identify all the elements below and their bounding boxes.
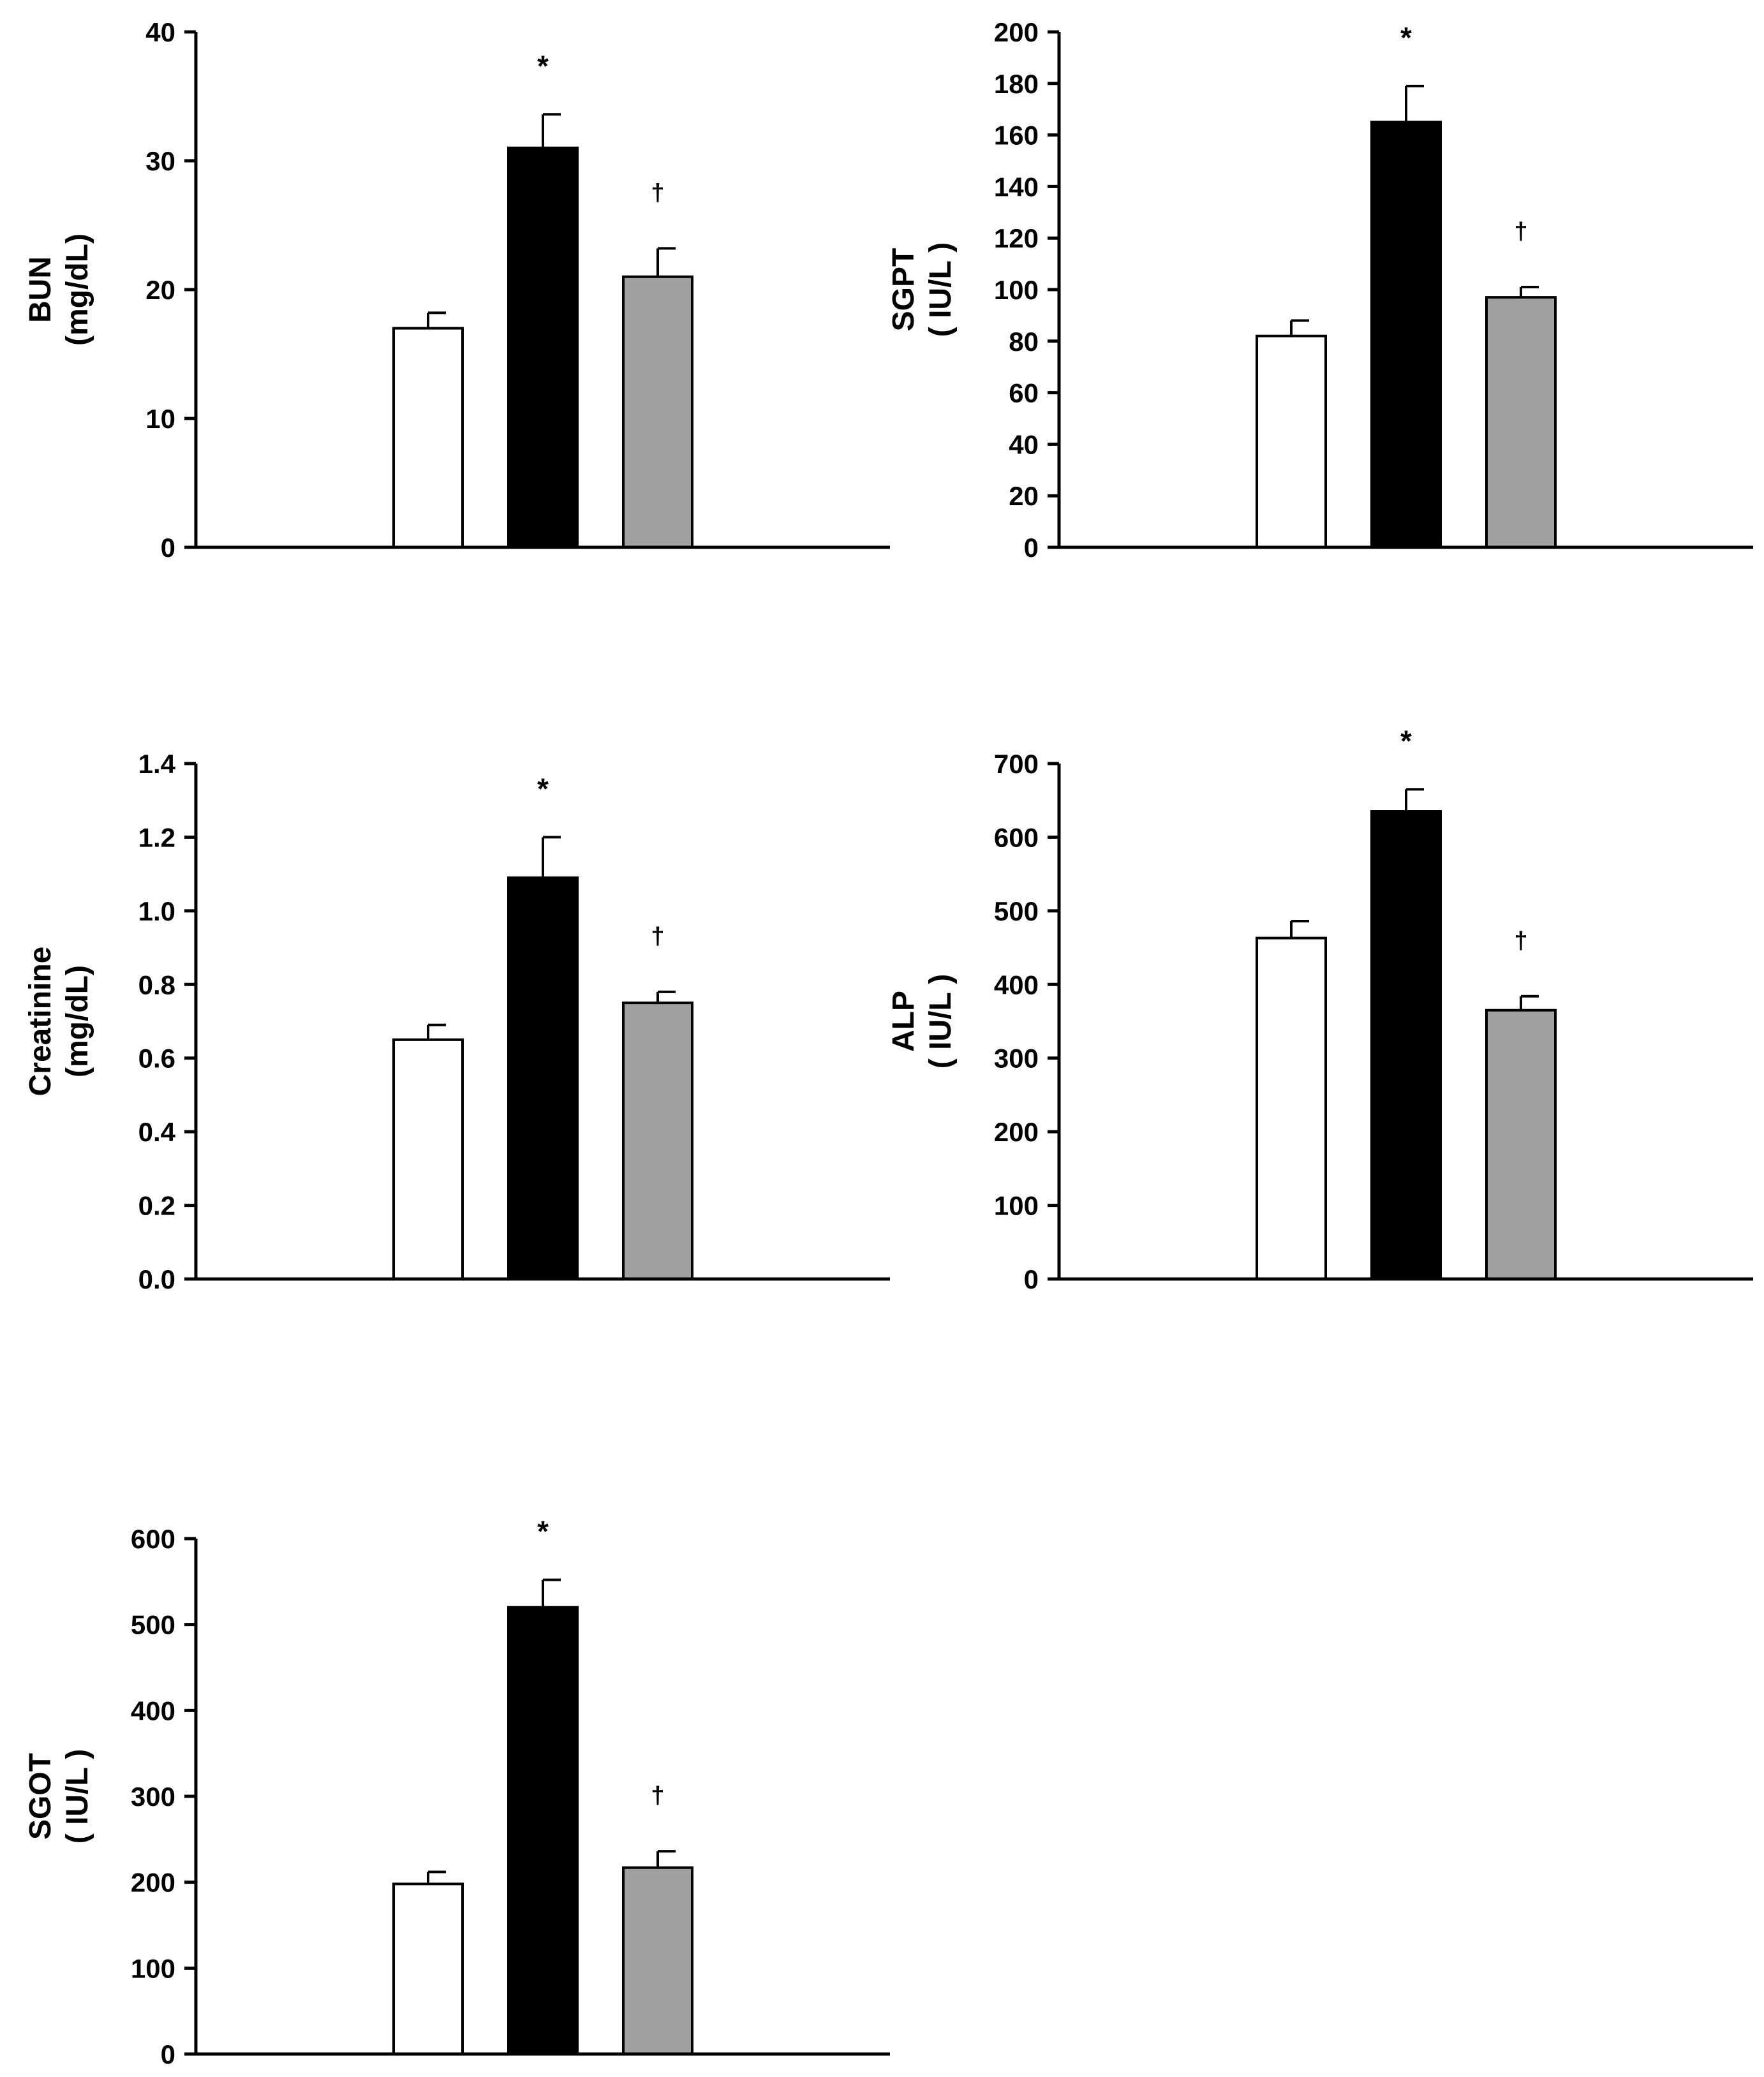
- y-axis-unit: ( IU/L ): [924, 242, 958, 337]
- bar: [1485, 1009, 1557, 1280]
- y-axis-unit: (mg/dL): [61, 965, 94, 1077]
- y-tick-label: 200: [994, 1117, 1039, 1147]
- y-tick-label: 600: [131, 1524, 175, 1554]
- y-tick-label: 500: [131, 1610, 175, 1640]
- bar: [1485, 296, 1557, 549]
- y-tick-label: 700: [994, 749, 1039, 779]
- y-tick-label: 300: [994, 1044, 1039, 1074]
- chart-creatinine: * † 0.0 0.2 0.4 0.6 0.8 1.0 1.2 1.4 Creatinine (mg/…: [24, 749, 890, 1294]
- bar: [507, 876, 579, 1280]
- y-tick-label: 0: [1024, 533, 1039, 563]
- chart-sgpt: * † 0 20 40 60 80 100 120 140 160 180 200 SGPT( IU/L …: [887, 17, 1753, 563]
- y-tick-label: 100: [131, 1953, 175, 1983]
- y-tick-label: 0.6: [138, 1044, 175, 1074]
- y-tick-label: 100: [994, 275, 1039, 305]
- bar: [392, 1882, 464, 2056]
- y-axis-label: Creatinine: [24, 947, 57, 1097]
- y-tick-label: 0: [1024, 1264, 1039, 1294]
- y-tick-label: 100: [994, 1191, 1039, 1221]
- bar: [392, 327, 464, 549]
- y-tick-label: 80: [1009, 327, 1039, 357]
- bar: [622, 1866, 693, 2056]
- significance-dagger: †: [1514, 928, 1527, 954]
- y-tick-label: 0.4: [138, 1117, 176, 1147]
- y-tick-label: 0.2: [138, 1191, 175, 1221]
- y-tick-label: 1.0: [138, 896, 175, 926]
- significance-asterisk: *: [537, 1515, 549, 1548]
- y-tick-label: 140: [994, 172, 1039, 202]
- y-axis-label: SGOT: [24, 1753, 57, 1840]
- y-tick-label: 20: [145, 275, 175, 305]
- y-tick-label: 400: [131, 1696, 175, 1726]
- y-tick-label: 1.4: [138, 749, 176, 779]
- y-tick-label: 0: [161, 533, 175, 563]
- bar: [392, 1038, 464, 1281]
- y-tick-label: 500: [994, 896, 1039, 926]
- y-axis-unit: (mg/dL): [61, 233, 94, 346]
- y-tick-label: 200: [131, 1868, 175, 1898]
- significance-dagger: †: [651, 179, 664, 206]
- bar: [1370, 121, 1442, 549]
- y-axis-unit: ( IU/L ): [924, 974, 958, 1068]
- significance-asterisk: *: [537, 772, 549, 805]
- bar: [1370, 810, 1442, 1280]
- significance-dagger: †: [651, 1782, 664, 1809]
- y-tick-label: 0.0: [138, 1264, 175, 1294]
- y-tick-label: 40: [145, 17, 175, 47]
- y-tick-label: 180: [994, 69, 1039, 99]
- bar: [622, 1002, 693, 1280]
- y-tick-label: 1.2: [138, 822, 175, 852]
- significance-dagger: †: [651, 923, 664, 950]
- bar: [1256, 936, 1327, 1280]
- significance-asterisk: *: [537, 49, 549, 82]
- y-tick-label: 20: [1009, 481, 1039, 511]
- chart-bun: * † 0 10 20 30 40 BUN (mg/dL): [24, 17, 890, 563]
- y-axis-label: BUN: [24, 256, 57, 323]
- y-tick-label: 300: [131, 1782, 175, 1812]
- y-axis-label: SGPT: [887, 248, 921, 332]
- bar: [507, 1606, 579, 2056]
- significance-asterisk: *: [1400, 21, 1412, 54]
- y-tick-label: 60: [1009, 378, 1039, 408]
- y-tick-label: 10: [145, 404, 175, 434]
- y-tick-label: 200: [994, 17, 1039, 47]
- bar: [1256, 334, 1327, 549]
- y-axis-unit: ( IU/L ): [61, 1749, 94, 1844]
- bar: [507, 146, 579, 549]
- y-tick-label: 120: [994, 223, 1039, 253]
- chart-sgot: * † 0 100 200 300 400 500 600 SGOT( IU/L ): [24, 1515, 890, 2069]
- chart-alp: * † 0 100 200 300 400 500 600 700 ALP( IU/L ): [887, 724, 1753, 1294]
- y-tick-label: 0: [161, 2039, 175, 2069]
- y-tick-label: 40: [1009, 429, 1039, 459]
- y-tick-label: 30: [145, 146, 175, 176]
- y-tick-label: 400: [994, 970, 1039, 1000]
- significance-asterisk: *: [1400, 724, 1412, 757]
- y-tick-label: 0.8: [138, 970, 175, 1000]
- y-tick-label: 600: [994, 822, 1039, 852]
- significance-dagger: †: [1514, 218, 1527, 245]
- y-tick-label: 160: [994, 121, 1039, 151]
- bar: [622, 275, 693, 549]
- y-axis-label: ALP: [887, 991, 921, 1052]
